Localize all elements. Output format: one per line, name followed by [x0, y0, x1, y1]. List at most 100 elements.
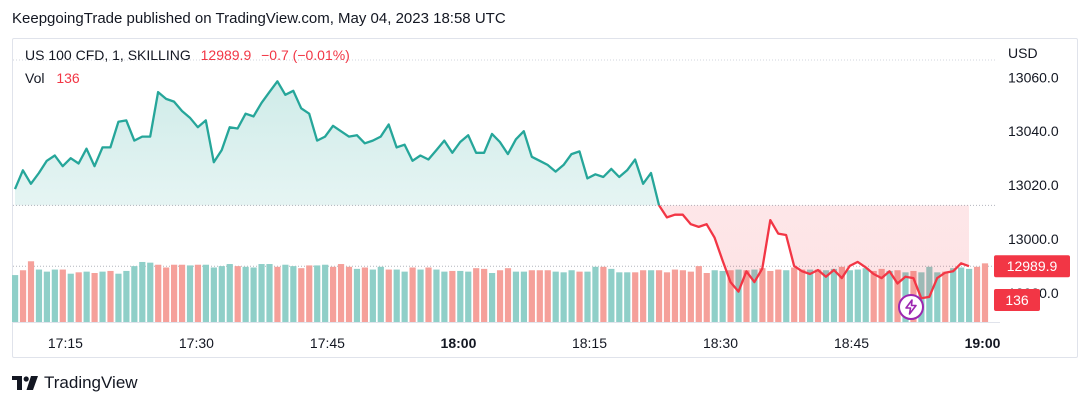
x-tick-label: 17:30 [179, 335, 214, 351]
volume-label[interactable]: Vol [25, 70, 45, 86]
chart-panel[interactable] [12, 38, 1078, 358]
volume-bar [59, 269, 66, 322]
volume-bar [385, 269, 392, 322]
symbol-legend: US 100 CFD, 1, SKILLING 12989.9 −0.7 (−0… [25, 47, 350, 63]
volume-bar [51, 269, 58, 322]
volume-bar [369, 269, 376, 322]
volume-bar [377, 266, 384, 322]
volume-bar [147, 262, 154, 322]
volume-bar [648, 270, 655, 322]
volume-bar [282, 264, 289, 322]
x-tick-label: 18:15 [572, 335, 607, 351]
volume-bar [250, 267, 257, 322]
volume-bar [163, 267, 170, 322]
volume-bar [775, 269, 782, 322]
volume-bar [799, 269, 806, 322]
volume-bar [807, 269, 814, 322]
volume-bar [679, 270, 686, 322]
volume-bar [361, 267, 368, 322]
volume-bar [894, 270, 901, 322]
volume-bar [298, 268, 305, 322]
volume-bar [43, 271, 50, 322]
volume-bar [202, 264, 209, 322]
volume-bar [433, 269, 440, 322]
volume-bar [576, 271, 583, 322]
volume-bar [123, 270, 130, 322]
volume-bar [314, 265, 321, 322]
volume-bar [417, 269, 424, 322]
volume-bar [234, 266, 241, 322]
volume-legend: Vol 136 [25, 70, 80, 86]
volume-bar [870, 270, 877, 322]
volume-bar [886, 270, 893, 322]
volume-bar [520, 271, 527, 322]
volume-bar [345, 266, 353, 322]
volume-bar [544, 270, 551, 322]
volume-bar [878, 268, 885, 322]
volume-bar [608, 268, 615, 322]
area-above-baseline [15, 81, 660, 206]
volume-bar [322, 264, 329, 322]
volume-bar [218, 266, 225, 322]
volume-bar [767, 270, 774, 322]
symbol-name[interactable]: US 100 CFD, 1, SKILLING [25, 47, 191, 63]
volume-bar [958, 267, 965, 322]
price-badge-label: 12989.9 [1007, 258, 1058, 274]
volume-bar [155, 264, 162, 322]
volume-bar [854, 269, 861, 322]
volume-bar [131, 266, 138, 322]
currency-label[interactable]: USD [1008, 45, 1038, 61]
volume-bar [568, 270, 575, 322]
y-tick-label: 13040.0 [1008, 123, 1059, 139]
volume-bar [536, 270, 543, 322]
volume-bar [830, 268, 838, 322]
volume-bar [966, 268, 973, 322]
volume-bar [862, 268, 869, 322]
publication-info: KeepgoingTrade published on TradingView.… [12, 10, 506, 27]
volume-bar [67, 273, 74, 322]
volume-bar [35, 269, 43, 322]
volume-bar [735, 269, 742, 322]
volume-bar [584, 271, 591, 322]
volume-bar [194, 264, 202, 322]
volume-bar [242, 266, 249, 322]
volume-bar [337, 264, 345, 322]
volume-bar [822, 270, 830, 322]
volume-bar [703, 273, 710, 322]
volume-bar [489, 273, 496, 322]
volume-bar [226, 264, 233, 322]
volume-bar [481, 268, 488, 322]
volume-bar [934, 272, 941, 322]
volume-bar [838, 266, 845, 322]
volume-bar [504, 268, 512, 322]
volume-bar [751, 269, 758, 322]
y-tick-label: 13000.0 [1008, 231, 1059, 247]
volume-bar [671, 269, 679, 322]
volume-bar [743, 270, 750, 322]
volume-bar [210, 267, 217, 322]
price-badge [994, 255, 1070, 278]
volume-bar [711, 270, 718, 322]
brand-name: TradingView [44, 373, 138, 392]
x-tick-label: 17:15 [48, 335, 83, 351]
volume-bar [115, 273, 122, 322]
volume-bar [655, 270, 663, 322]
volume-bar [528, 270, 535, 322]
volume-bar [759, 268, 766, 322]
volume-bar [973, 266, 981, 322]
volume-bar [83, 271, 90, 322]
y-tick-label: 13020.0 [1008, 177, 1059, 193]
tradingview-logo[interactable]: TradingView [12, 373, 138, 393]
volume-bar [27, 261, 35, 322]
lightning-icon[interactable] [898, 294, 924, 320]
volume-bar [401, 271, 408, 322]
x-tick-label: 17:45 [310, 335, 345, 351]
volume-bar [695, 266, 702, 322]
last-price-value: 12989.9 [200, 47, 252, 63]
volume-bar [107, 270, 114, 322]
volume-bar [791, 267, 798, 322]
tradingview-logo-icon [12, 376, 38, 390]
volume-bar [560, 272, 567, 322]
volume-bar [600, 266, 607, 322]
